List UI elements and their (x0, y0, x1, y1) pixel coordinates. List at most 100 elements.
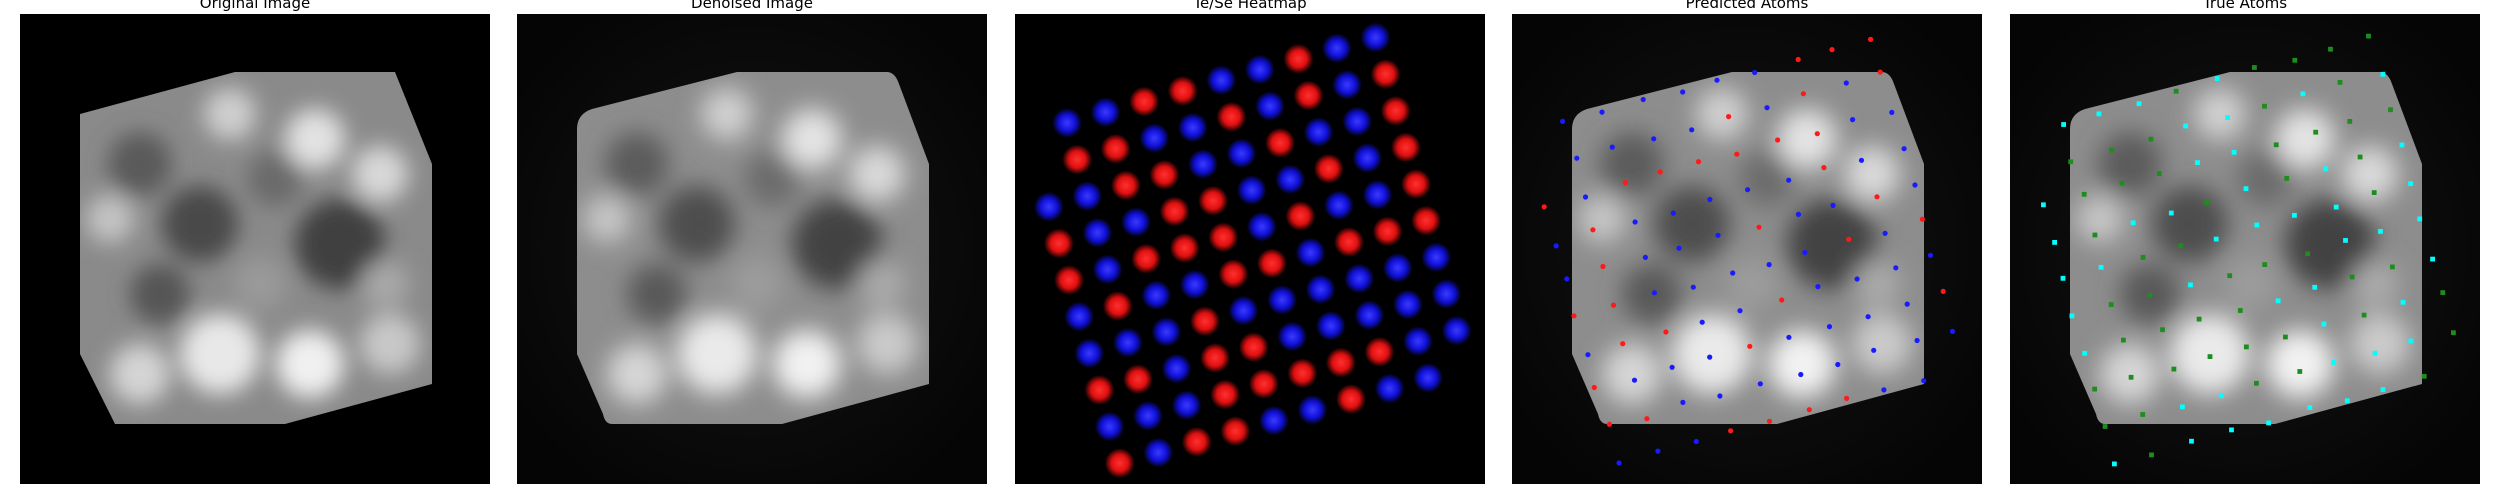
te-heat-spot (1370, 59, 1401, 90)
predicted-se-atom (1693, 438, 1699, 445)
te-heat-spot (1084, 374, 1115, 405)
true-se-atom (2108, 302, 2114, 307)
te-heat-spot (1198, 185, 1229, 216)
predicted-se-atom (1912, 182, 1918, 188)
true-te-atom (2052, 240, 2057, 245)
true-atoms-image (2010, 14, 2480, 484)
true-te-atom (2266, 420, 2271, 426)
predicted-se-atom (1640, 96, 1646, 103)
se-heat-spot (1255, 91, 1285, 122)
true-se-atom (2148, 136, 2154, 142)
true-te-atom (2180, 404, 2185, 410)
predicted-se-atom (1651, 136, 1657, 142)
true-se-atom (2102, 424, 2108, 429)
predicted-se-atom (1914, 337, 1920, 344)
te-heat-spot (1159, 196, 1190, 227)
predicted-te-atom (1541, 204, 1547, 210)
true-te-atom (2430, 256, 2435, 262)
te-heat-spot (1364, 336, 1395, 367)
true-te-atom (2254, 222, 2260, 228)
se-heat-spot (1354, 300, 1385, 331)
te-heat-spot (1167, 75, 1198, 106)
se-heat-spot (1342, 106, 1373, 137)
te-heat-spot (1283, 43, 1314, 74)
true-se-atom (2173, 88, 2179, 94)
predicted-se-atom (1757, 381, 1763, 387)
predicted-se-atom (1815, 284, 1821, 290)
predicted-se-atom (1786, 334, 1792, 340)
se-heat-spot (1421, 242, 1452, 273)
predicted-te-atom (1846, 236, 1852, 242)
te-se-heatmap (1015, 14, 1485, 484)
predicted-se-atom (1843, 80, 1849, 86)
predicted-te-atom (1868, 36, 1874, 42)
predicted-se-atom (1707, 354, 1713, 360)
se-heat-spot (1033, 191, 1064, 222)
true-se-atom (2328, 46, 2333, 52)
panel-title-original: Original Image (199, 0, 311, 12)
se-heat-spot (1305, 274, 1336, 305)
se-heat-spot (1228, 295, 1259, 326)
true-se-atom (2451, 330, 2456, 336)
predicted-se-atom (1632, 219, 1638, 225)
true-te-atom (2243, 186, 2249, 192)
te-heat-spot (1104, 448, 1135, 479)
te-heat-spot (1248, 368, 1279, 399)
true-te-atom (2417, 216, 2423, 222)
predicted-se-atom (1631, 377, 1638, 383)
te-heat-spot (1265, 127, 1296, 158)
true-te-atom (2112, 461, 2117, 467)
predicted-te-atom (1766, 418, 1773, 424)
true-se-atom (2140, 255, 2146, 260)
predicted-te-atom (1844, 395, 1850, 401)
predicted-se-atom (1889, 109, 1895, 115)
true-se-atom (2284, 176, 2290, 181)
true-se-atom (2297, 369, 2303, 374)
se-heat-spot (1392, 289, 1423, 320)
predicted-se-atom (1574, 155, 1580, 161)
se-heat-spot (1161, 353, 1192, 384)
se-heat-spot (1344, 263, 1375, 294)
predicted-te-atom (1775, 137, 1781, 143)
te-heat-spot (1238, 332, 1269, 363)
predicted-se-atom (1786, 177, 1792, 183)
predicted-se-atom (1616, 460, 1622, 466)
se-heat-spot (1360, 22, 1391, 53)
true-se-atom (2119, 180, 2125, 186)
true-te-atom (2168, 210, 2174, 216)
panel-title-heatmap: Te/Se Heatmap (1193, 0, 1307, 12)
se-heat-spot (1090, 97, 1121, 128)
true-te-atom (2292, 212, 2297, 218)
te-heat-spot (1287, 358, 1318, 389)
true-te-atom (2213, 236, 2219, 242)
true-te-atom (2344, 398, 2350, 404)
true-te-atom (2408, 338, 2414, 344)
true-te-atom (2069, 313, 2075, 319)
predicted-se-atom (1582, 194, 1589, 200)
true-te-atom (2323, 166, 2329, 172)
predicted-se-atom (1921, 378, 1927, 384)
se-heat-spot (1139, 123, 1170, 154)
se-heat-spot (1382, 252, 1413, 283)
true-te-atom (2098, 264, 2104, 270)
se-heat-spot (1052, 107, 1083, 138)
predicted-se-atom (1745, 187, 1751, 193)
predicted-se-atom (1835, 361, 1841, 368)
true-se-atom (2361, 312, 2367, 318)
true-te-atom (2300, 91, 2306, 97)
predicted-atoms-panel (1512, 14, 1982, 484)
predicted-se-atom (1564, 276, 1570, 282)
predicted-se-atom (1690, 284, 1696, 290)
true-te-atom (2195, 160, 2200, 165)
predicted-se-atom (1599, 109, 1605, 115)
predicted-te-atom (1940, 288, 1946, 294)
true-te-atom (2096, 111, 2102, 117)
predicted-te-atom (1779, 297, 1785, 303)
true-se-atom (2204, 200, 2209, 205)
predicted-se-atom (1949, 328, 1956, 334)
predicted-se-atom (1901, 146, 1907, 152)
predicted-se-atom (1826, 324, 1833, 330)
predicted-te-atom (1600, 263, 1606, 270)
predicted-atoms-image (1512, 14, 1982, 484)
se-heat-spot (1374, 373, 1405, 404)
